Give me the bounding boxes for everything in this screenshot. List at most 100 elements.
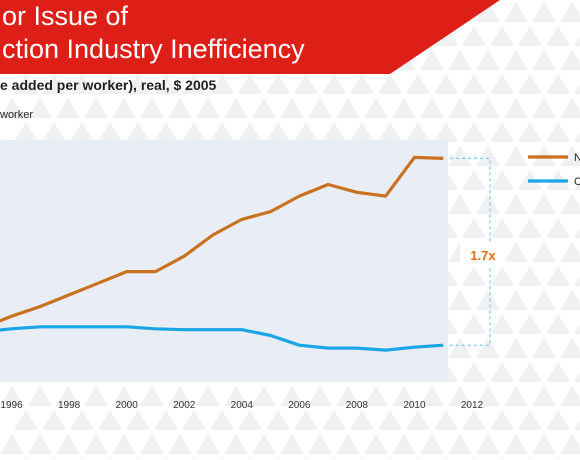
- pattern-triangle: [406, 74, 430, 94]
- pattern-triangle: [238, 410, 262, 430]
- pattern-triangle: [574, 228, 580, 238]
- pattern-triangle: [70, 74, 94, 94]
- pattern-triangle: [560, 290, 580, 310]
- pattern-triangle: [518, 122, 542, 142]
- pattern-triangle: [462, 122, 486, 142]
- x-tick-label: 2004: [231, 400, 254, 411]
- pattern-triangle: [532, 50, 556, 70]
- pattern-triangle: [448, 338, 472, 358]
- pattern-triangle: [518, 266, 542, 286]
- pattern-triangle: [560, 338, 580, 358]
- unit-label: worker: [0, 109, 34, 121]
- pattern-triangle: [182, 74, 206, 94]
- pattern-triangle: [308, 386, 332, 406]
- pattern-triangle: [462, 218, 486, 238]
- pattern-triangle: [434, 410, 458, 430]
- pattern-triangle: [266, 122, 290, 142]
- pattern-triangle: [490, 74, 514, 94]
- pattern-triangle: [378, 74, 402, 94]
- ratio-label-background: [460, 242, 506, 268]
- pattern-triangle: [42, 122, 66, 142]
- pattern-triangle: [154, 410, 178, 430]
- pattern-triangle: [448, 290, 472, 310]
- pattern-triangle: [210, 122, 234, 142]
- pattern-triangle: [462, 410, 486, 430]
- x-tick-label: 1996: [0, 400, 23, 411]
- pattern-triangle: [504, 338, 528, 358]
- pattern-triangle: [518, 218, 542, 238]
- pattern-triangle: [84, 434, 108, 454]
- pattern-triangle: [462, 74, 486, 94]
- pattern-triangle: [546, 266, 570, 286]
- pattern-triangle: [280, 434, 304, 454]
- pattern-triangle: [84, 386, 108, 406]
- pattern-triangle: [112, 386, 136, 406]
- legend-label-c: C: [574, 176, 580, 188]
- pattern-triangle: [84, 98, 108, 118]
- pattern-triangle: [518, 26, 542, 46]
- pattern-triangle: [574, 132, 580, 142]
- pattern-triangle: [336, 386, 360, 406]
- pattern-triangle: [560, 146, 580, 166]
- pattern-triangle: [560, 242, 580, 262]
- pattern-triangle: [0, 386, 24, 406]
- pattern-triangle: [126, 122, 150, 142]
- pattern-triangle: [350, 122, 374, 142]
- pattern-triangle: [546, 74, 570, 94]
- pattern-triangle: [560, 434, 580, 454]
- pattern-triangle: [490, 170, 514, 190]
- pattern-triangle: [476, 98, 500, 118]
- pattern-triangle: [420, 50, 444, 70]
- pattern-triangle: [196, 386, 220, 406]
- pattern-triangle: [574, 324, 580, 334]
- series-line-n: [0, 155, 444, 323]
- pattern-triangle: [308, 434, 332, 454]
- pattern-triangle: [574, 180, 580, 190]
- pattern-triangle: [42, 74, 66, 94]
- title-line-2: ction Industry Inefficiency: [2, 34, 305, 64]
- pattern-triangle: [280, 98, 304, 118]
- pattern-triangle: [490, 218, 514, 238]
- chart-subtitle: e added per worker), real, $ 2005: [0, 77, 217, 93]
- pattern-triangle: [154, 122, 178, 142]
- pattern-triangle: [350, 74, 374, 94]
- pattern-triangle: [210, 410, 234, 430]
- pattern-triangle: [476, 386, 500, 406]
- pattern-triangle: [504, 98, 528, 118]
- pattern-triangle: [574, 36, 580, 46]
- pattern-triangle: [546, 122, 570, 142]
- pattern-triangle: [56, 98, 80, 118]
- pattern-triangle: [476, 50, 500, 70]
- pattern-triangle: [392, 98, 416, 118]
- pattern-triangle: [294, 410, 318, 430]
- pattern-triangle: [238, 74, 262, 94]
- pattern-triangle: [560, 50, 580, 70]
- x-tick-label: 1998: [58, 400, 81, 411]
- pattern-triangle: [490, 410, 514, 430]
- pattern-triangle: [434, 122, 458, 142]
- pattern-triangle: [504, 290, 528, 310]
- x-tick-label: 2002: [173, 400, 196, 411]
- pattern-triangle: [560, 386, 580, 406]
- pattern-triangle: [182, 122, 206, 142]
- pattern-triangle: [140, 386, 164, 406]
- pattern-triangle: [560, 194, 580, 214]
- x-tick-label: 2012: [461, 400, 484, 411]
- pattern-triangle: [336, 434, 360, 454]
- pattern-triangle: [364, 98, 388, 118]
- pattern-triangle: [112, 434, 136, 454]
- pattern-triangle: [448, 146, 472, 166]
- pattern-triangle: [448, 434, 472, 454]
- x-tick-label: 2008: [346, 400, 369, 411]
- pattern-triangle: [28, 98, 52, 118]
- slide-title: or Issue of ction Industry Inefficiency: [2, 0, 305, 66]
- pattern-triangle: [560, 2, 580, 22]
- pattern-triangle: [546, 410, 570, 430]
- x-axis: 1996 1998 2000 2002 2004 2006 2008 2010 2012: [0, 400, 483, 411]
- pattern-triangle: [462, 170, 486, 190]
- pattern-triangle: [322, 74, 346, 94]
- x-tick-label: 2006: [288, 400, 311, 411]
- pattern-triangle: [98, 122, 122, 142]
- pattern-triangle: [574, 420, 580, 430]
- pattern-triangle: [448, 386, 472, 406]
